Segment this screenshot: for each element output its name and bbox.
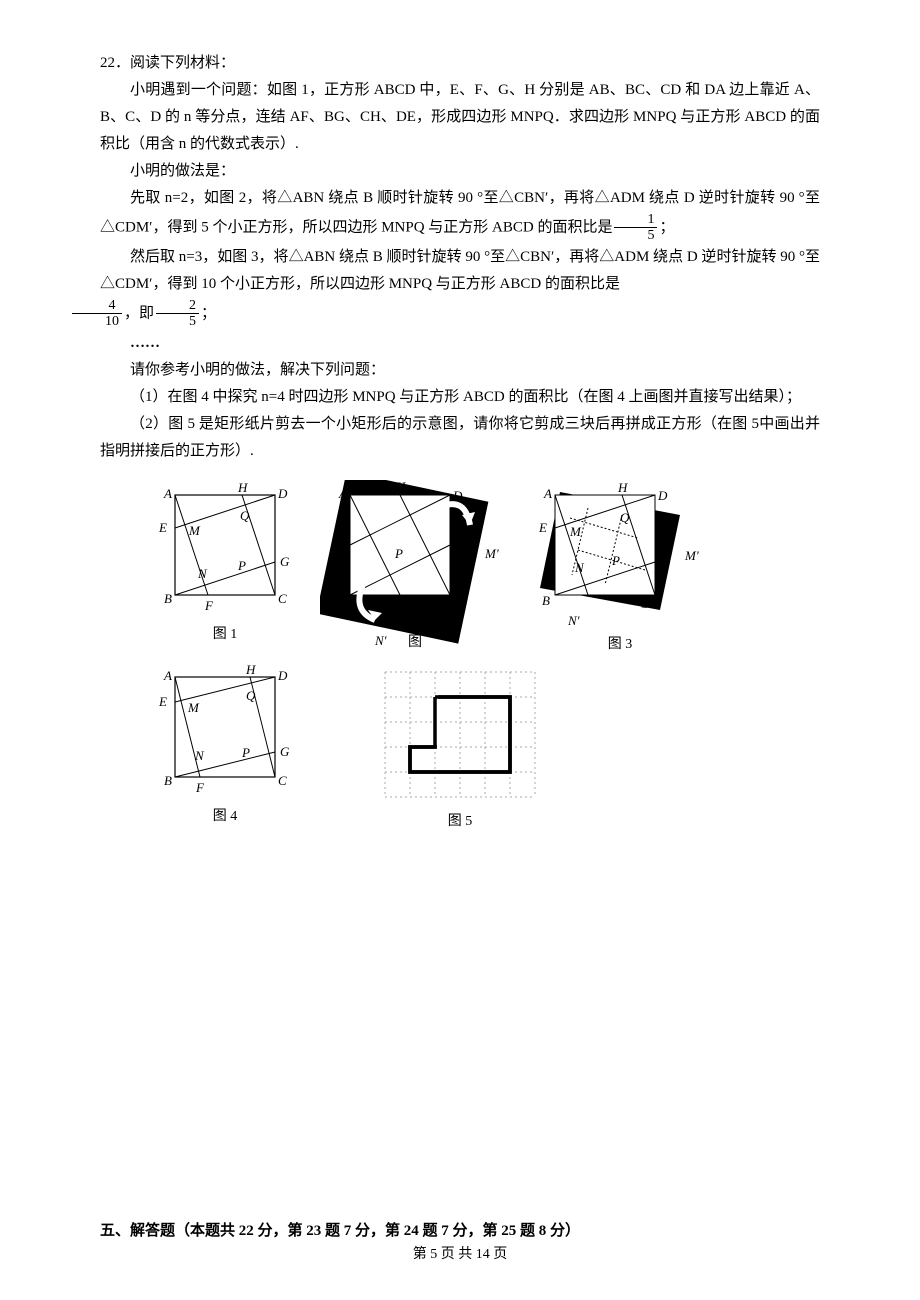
fig4-M: M (187, 700, 200, 715)
fig4-N: N (194, 748, 205, 763)
fig2-E: E (332, 538, 341, 553)
paragraph-2: 小明的做法是： (100, 158, 820, 185)
fig4-A: A (163, 668, 172, 683)
fig3-H: H (617, 480, 628, 495)
page-footer: 第 5 页 共 14 页 (0, 1242, 920, 1267)
fig4-C: C (278, 773, 287, 788)
paragraph-6: （1）在图 4 中探究 n=4 时四边形 MNPQ 与正方形 ABCD 的面积比… (100, 384, 820, 411)
figures-row-1: A D B C E F G H M N P Q 图 1 (150, 480, 820, 657)
fig3-Q: Q (620, 510, 630, 525)
figure-3-caption: 图 3 (608, 632, 633, 657)
problem-title: 阅读下列材料： (130, 55, 235, 71)
fig2-Np: N' (374, 633, 387, 648)
figure-4-svg: A D B C E F G H M N P Q (150, 662, 300, 802)
fig4-G: G (280, 744, 290, 759)
fig1-F: F (204, 598, 214, 613)
fig1-G: G (280, 554, 290, 569)
fig2-D: D (452, 488, 463, 503)
paragraph-1: 小明遇到一个问题：如图 1，正方形 ABCD 中，E、F、G、H 分别是 AB、… (100, 77, 820, 158)
fig4-H: H (245, 662, 256, 677)
fig4-Q: Q (246, 688, 256, 703)
figure-5-svg (370, 662, 550, 807)
frac2-den: 10 (72, 314, 122, 329)
fig3-E: E (538, 520, 547, 535)
fig2-C: C (435, 596, 444, 611)
figures-row-2: A D B C E F G H M N P Q 图 4 (150, 662, 820, 834)
fig4-F: F (195, 780, 205, 795)
fig3-D: D (657, 488, 668, 503)
frac1-num: 1 (614, 212, 657, 228)
fig3-P: P (611, 553, 620, 568)
fig4-D: D (277, 668, 288, 683)
fig1-E: E (158, 520, 167, 535)
fig3-B: B (542, 593, 550, 608)
fig1-A: A (163, 486, 172, 501)
fig3-M: M (569, 524, 582, 539)
figure-2-svg: A D B C E H P M' N' (320, 480, 510, 650)
p4-text-a: 然后取 n=3，如图 3，将△ABN 绕点 B 顺时针旋转 90 °至△CBN′… (100, 249, 820, 292)
figure-1-block: A D B C E F G H M N P Q 图 1 (150, 480, 300, 647)
frac1-den: 5 (614, 228, 657, 243)
fig1-P: P (237, 558, 246, 573)
fig3-Mp: M' (684, 548, 699, 563)
fig2-H: H (395, 480, 406, 494)
p4-text-c: ； (201, 305, 216, 321)
fig1-Q: Q (240, 508, 250, 523)
fraction-3: 25 (156, 298, 199, 330)
fig1-D: D (277, 486, 288, 501)
frac2-num: 4 (72, 298, 122, 314)
fig1-H: H (237, 480, 248, 495)
frac3-den: 5 (156, 314, 199, 329)
figure-2-caption: 图 (408, 630, 422, 655)
fig4-B: B (164, 773, 172, 788)
fig3-C: C (640, 596, 649, 611)
p3-text-a: 先取 n=2，如图 2，将△ABN 绕点 B 顺时针旋转 90 °至△CBN′，… (100, 190, 820, 235)
figure-4-block: A D B C E F G H M N P Q 图 4 (150, 662, 300, 829)
paragraph-7: （2）图 5 是矩形纸片剪去一个小矩形后的示意图，请你将它剪成三块后再拼成正方形… (100, 411, 820, 465)
fig3-A: A (543, 486, 552, 501)
figure-1-svg: A D B C E F G H M N P Q (150, 480, 300, 620)
fig4-E: E (158, 694, 167, 709)
p4-text-b: ，即 (124, 305, 154, 321)
fig1-M: M (188, 523, 201, 538)
paragraph-5: 请你参考小明的做法，解决下列问题： (100, 357, 820, 384)
fraction-1: 15 (614, 212, 657, 244)
fig1-C: C (278, 591, 287, 606)
figure-1-caption: 图 1 (213, 622, 238, 647)
problem-content: 22．阅读下列材料： 小明遇到一个问题：如图 1，正方形 ABCD 中，E、F、… (100, 50, 820, 465)
fig2-B: B (338, 596, 346, 611)
figure-5-caption: 图 5 (448, 809, 473, 834)
fig3-Np: N' (567, 613, 580, 628)
figure-3-block: A D B C E H M N P Q M' N' 图 3 (530, 480, 710, 657)
frac3-num: 2 (156, 298, 199, 314)
paragraph-3: 先取 n=2，如图 2，将△ABN 绕点 B 顺时针旋转 90 °至△CBN′，… (100, 185, 820, 244)
fig2-Mp: M' (484, 546, 499, 561)
fig2-P: P (394, 546, 403, 561)
figure-2-block: A D B C E H P M' N' 图 (320, 480, 510, 655)
fig4-P: P (241, 745, 250, 760)
fig1-B: B (164, 591, 172, 606)
fig1-N: N (197, 566, 208, 581)
problem-number: 22． (100, 55, 130, 71)
figure-3-svg: A D B C E H M N P Q M' N' (530, 480, 710, 630)
problem-number-line: 22．阅读下列材料： (100, 50, 820, 77)
paragraph-4: 然后取 n=3，如图 3，将△ABN 绕点 B 顺时针旋转 90 °至△CBN′… (100, 244, 820, 330)
figure-5-block: 图 5 (370, 662, 550, 834)
ellipsis: …… (100, 330, 820, 357)
fig2-A: A (338, 486, 347, 501)
fraction-2: 410 (72, 298, 122, 330)
fig3-N: N (574, 560, 585, 575)
figure-4-caption: 图 4 (213, 804, 238, 829)
p3-text-b: ； (659, 219, 674, 235)
